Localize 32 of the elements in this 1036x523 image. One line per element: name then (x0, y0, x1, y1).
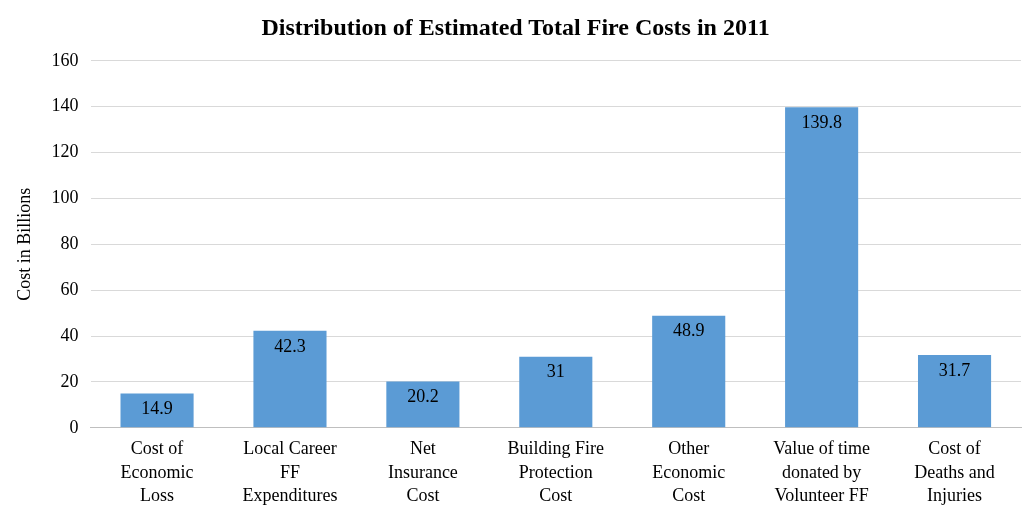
data-label: 139.8 (801, 111, 842, 132)
y-tick-label: 0 (69, 416, 79, 437)
y-tick-label: 40 (60, 324, 79, 345)
x-tick-label: Building Fire Protection Cost (507, 438, 605, 506)
data-label: 20.2 (407, 386, 439, 407)
x-tick-label: Net Insurance Cost (387, 438, 458, 506)
bar (386, 381, 460, 428)
y-tick-label: 100 (51, 187, 79, 208)
x-tick-label: Other Economic Cost (652, 438, 726, 506)
y-tick-label: 160 (51, 49, 79, 70)
bar (120, 393, 194, 428)
data-label: 31.7 (938, 359, 971, 380)
y-tick-label: 140 (51, 95, 79, 116)
bar (785, 107, 859, 428)
bar (253, 330, 327, 428)
y-tick-label: 20 (60, 370, 79, 391)
bar (519, 356, 593, 428)
data-label: 42.3 (274, 335, 306, 356)
x-tick-label: Cost of Economic Loss (120, 438, 194, 506)
y-axis-title: Cost in Billions (13, 187, 34, 301)
y-tick-label: 120 (51, 141, 79, 162)
data-label: 31 (546, 361, 565, 382)
y-tick-label: 80 (60, 233, 79, 254)
chart-title: Distribution of Estimated Total Fire Costs in 2011 (261, 13, 770, 40)
x-tick-label: Value of time donated by Volunteer FF (773, 438, 871, 506)
x-tick-label: Local Career FF Expenditures (242, 438, 338, 506)
bar (917, 355, 992, 428)
x-tick-label: Cost of Deaths and Injuries (914, 438, 995, 506)
data-label: 14.9 (141, 398, 173, 419)
data-label: 48.9 (672, 320, 705, 341)
y-tick-label: 60 (60, 278, 79, 299)
bar (652, 315, 726, 428)
